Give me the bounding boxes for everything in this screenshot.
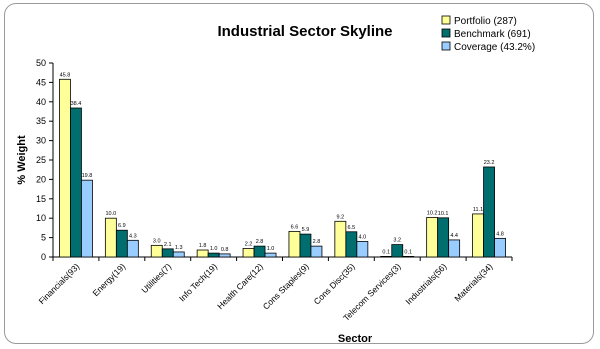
bar <box>70 107 82 258</box>
y-tick-label: 25 <box>36 155 46 165</box>
bar <box>126 239 139 258</box>
bar <box>299 233 312 258</box>
bar-series: 38.46.92.11.02.85.9 6.53.210.123.2 <box>70 101 495 258</box>
data-label: 5.9 <box>302 227 310 233</box>
y-axis: 0 5 10 15 20 25 30 35 40 45 50 <box>36 58 54 262</box>
data-label: 3.2 <box>393 238 401 244</box>
bar <box>172 251 185 258</box>
bar <box>391 244 404 258</box>
bar <box>380 255 393 258</box>
y-tick-label: 10 <box>36 213 46 223</box>
legend-label: Coverage (43.2%) <box>454 42 535 53</box>
bar-series: 19.84.31.3 0.8 1.02.84.00.14.4 4.8 <box>81 173 506 258</box>
data-label: 0.1 <box>382 249 390 255</box>
data-label: 4.4 <box>450 233 458 239</box>
y-tick-label: 35 <box>36 116 46 126</box>
bar-series-group: 45.8 10.0 3.0 1.8 2.2 6.6 9.2 0.1 10.2 11.1 38.4 6.… <box>59 72 506 258</box>
x-tick-label: Utilities(7) <box>139 261 173 295</box>
bar <box>345 231 358 258</box>
data-label: 4.8 <box>496 231 504 237</box>
data-label: 11.1 <box>473 207 483 213</box>
data-label: 2.1 <box>164 242 172 248</box>
data-label: 10.0 <box>105 211 116 217</box>
bar <box>288 230 301 258</box>
x-tick-label: Info Tech(19) <box>177 261 219 303</box>
data-label: 10.2 <box>427 210 438 216</box>
data-label: 1.0 <box>210 246 218 252</box>
bar <box>81 179 93 258</box>
y-tick-label: 15 <box>36 194 46 204</box>
data-label: 10.1 <box>438 211 449 217</box>
data-label: 0.1 <box>404 249 412 255</box>
bar <box>472 213 484 258</box>
x-tick-label: Materials(34) <box>452 261 494 303</box>
data-label: 3.0 <box>153 238 161 244</box>
x-tick-label: Energy(19) <box>90 261 127 298</box>
y-tick-label: 50 <box>36 58 46 68</box>
data-label: 2.8 <box>313 239 321 245</box>
bar-series: 45.8 10.0 3.0 1.8 2.2 6.6 9.2 0.1 10.2 11.1 <box>59 72 484 258</box>
bar <box>356 241 369 258</box>
y-tick-label: 20 <box>36 174 46 184</box>
bar <box>437 217 450 258</box>
y-axis-title: % Weight <box>16 135 28 185</box>
bar <box>310 245 323 258</box>
data-label: 2.8 <box>256 239 264 245</box>
bar <box>334 220 347 258</box>
bar <box>115 229 128 258</box>
data-label: 4.3 <box>129 233 137 239</box>
legend-swatch <box>441 41 451 51</box>
data-label: 23.2 <box>484 160 495 166</box>
y-tick-label: 30 <box>36 136 46 146</box>
bar <box>104 217 117 258</box>
data-label: 38.4 <box>71 101 82 107</box>
x-tick-label: Health Care(12) <box>215 261 265 311</box>
legend-swatch <box>441 28 451 38</box>
data-label: 6.6 <box>291 224 299 230</box>
bar <box>426 217 439 258</box>
bar <box>402 255 415 258</box>
y-tick-label: 5 <box>41 233 46 243</box>
data-label: 4.0 <box>359 234 367 240</box>
data-label: 9.2 <box>337 214 345 220</box>
data-label: 1.8 <box>199 243 207 249</box>
x-tick-label: Financials(93) <box>37 261 82 306</box>
bar <box>264 252 277 258</box>
x-tick-label: Cons Disc(35) <box>312 261 357 306</box>
y-tick-label: 45 <box>36 77 46 87</box>
bar <box>483 166 495 258</box>
bar <box>242 248 255 258</box>
x-tick-label: Industrials(56) <box>403 261 448 306</box>
data-label: 6.9 <box>118 223 126 229</box>
chart-frame <box>4 3 594 344</box>
data-label: 6.5 <box>348 225 356 231</box>
data-label: 1.0 <box>267 246 275 252</box>
data-label: 1.3 <box>175 245 183 251</box>
bar <box>494 237 506 258</box>
data-label: 2.2 <box>245 241 253 247</box>
bar <box>218 253 231 258</box>
bar <box>59 78 71 258</box>
legend-label: Benchmark (691) <box>454 29 531 40</box>
bar <box>150 244 163 258</box>
x-axis: Financials(93) Energy(19) Utilities(7) Info… <box>37 256 513 323</box>
bar <box>196 249 209 258</box>
legend-swatch <box>441 15 451 25</box>
chart-title: Industrial Sector Skyline <box>217 23 392 40</box>
legend: Portfolio (287) Benchmark (691) Coverage (… <box>441 15 535 53</box>
data-label: 45.8 <box>60 72 71 78</box>
bar <box>253 245 266 258</box>
legend-label: Portfolio (287) <box>454 16 517 27</box>
bar <box>161 248 174 258</box>
bar <box>207 252 220 258</box>
y-tick-label: 40 <box>36 97 46 107</box>
x-tick-label: Cons Staples(9) <box>261 261 311 311</box>
data-label: 0.8 <box>221 247 229 253</box>
bar <box>448 239 461 258</box>
data-label: 19.8 <box>82 173 93 179</box>
y-tick-label: 0 <box>41 252 46 262</box>
x-axis-title: Sector <box>338 333 373 345</box>
